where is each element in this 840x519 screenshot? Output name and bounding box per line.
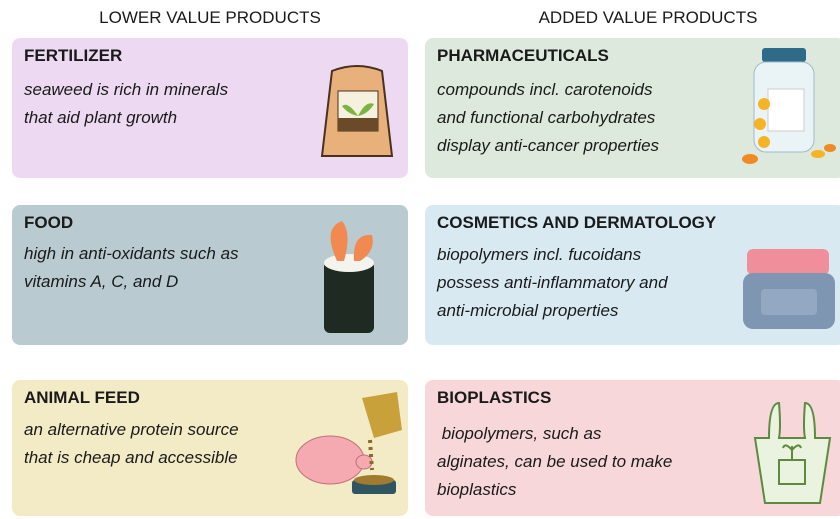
card-text-line: that aid plant growth <box>24 108 178 127</box>
fertilizer-icon <box>320 65 394 157</box>
card-text-line: and functional carbohydrates <box>437 108 656 127</box>
column-header: ADDED VALUE PRODUCTS <box>538 8 758 27</box>
jar-icon <box>743 249 835 329</box>
card-text-line: biopolymers, such as <box>437 424 602 443</box>
column-header: LOWER VALUE PRODUCTS <box>99 8 321 27</box>
card: COSMETICS AND DERMATOLOGY biopolymers in… <box>425 205 840 345</box>
card-text-line: high in anti-oxidants such as <box>24 244 239 263</box>
card-title: COSMETICS AND DERMATOLOGY <box>437 213 717 232</box>
pig-feed-icon <box>295 392 402 494</box>
card-text-line: alginates, can be used to make <box>437 452 673 471</box>
card-text-line: compounds incl. carotenoids <box>437 80 653 99</box>
card: BIOPLASTICS biopolymers, such as alginate… <box>425 380 840 516</box>
card-text-line: possess anti-inflammatory and <box>437 273 668 292</box>
bag-icon <box>753 401 832 504</box>
card-title: FERTILIZER <box>24 46 123 65</box>
card-text-line: that is cheap and accessible <box>24 448 238 467</box>
card-title: ANIMAL FEED <box>24 388 140 407</box>
card-text-line: biopolymers incl. fucoidans <box>437 245 642 264</box>
sushi-icon <box>324 221 374 333</box>
card-text-line: vitamins A, C, and D <box>24 272 179 291</box>
card-text-line: an alternative protein source <box>24 420 239 439</box>
pills-icon <box>742 48 836 164</box>
card-title: BIOPLASTICS <box>437 388 552 407</box>
card: FERTILIZER seaweed is rich in minerals th… <box>12 38 408 178</box>
card: ANIMAL FEED an alternative protein sourc… <box>12 380 408 516</box>
card-title: FOOD <box>24 213 74 232</box>
card: PHARMACEUTICALS compounds incl. caroteno… <box>425 38 840 178</box>
card-text-line: bioplastics <box>437 480 517 499</box>
card-text-line: anti-microbial properties <box>437 301 619 320</box>
card-text-line: seaweed is rich in minerals <box>24 80 229 99</box>
card-title: PHARMACEUTICALS <box>437 46 609 65</box>
card-text-line: display anti-cancer properties <box>437 136 660 155</box>
card: FOOD high in anti-oxidants such as vitami… <box>12 205 408 345</box>
